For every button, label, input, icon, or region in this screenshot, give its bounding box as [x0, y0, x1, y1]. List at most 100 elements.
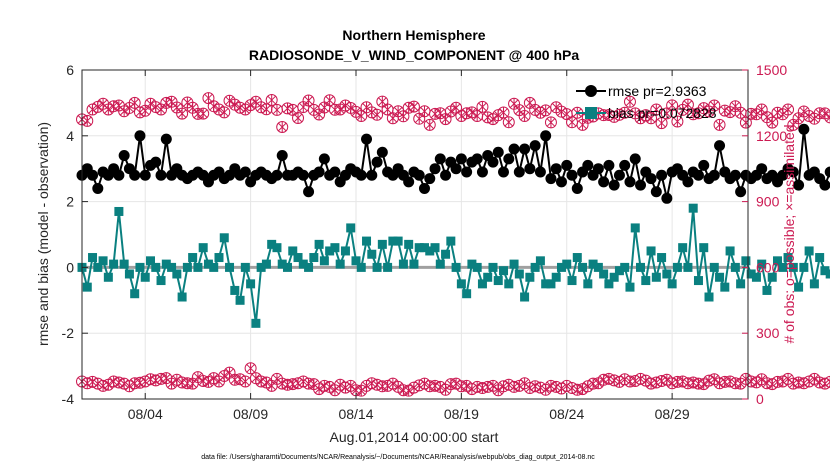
rmse-marker [793, 179, 805, 191]
bias-marker [467, 259, 477, 269]
rmse-marker [714, 140, 726, 152]
y-tick-label-right: 600 [756, 259, 780, 275]
obs-assimilated-marker [420, 105, 429, 117]
rmse-marker [735, 186, 747, 198]
bias-marker [657, 253, 667, 263]
bias-marker [525, 272, 535, 282]
bias-marker [736, 279, 746, 289]
bias-marker [298, 259, 308, 269]
rmse-marker [592, 163, 604, 175]
obs-assimilated-marker [177, 108, 187, 120]
bias-marker [351, 256, 361, 266]
rmse-marker [303, 186, 315, 198]
rmse-marker [656, 169, 668, 181]
y-tick-label-left: 0 [66, 259, 74, 275]
rmse-marker [492, 146, 504, 158]
bias-marker [762, 285, 772, 295]
obs-assimilated-marker [662, 107, 672, 119]
rmse-marker [729, 169, 741, 181]
rmse-marker [361, 133, 373, 145]
bias-marker [377, 239, 387, 249]
bias-marker [372, 262, 382, 272]
bias-marker [124, 269, 134, 279]
y-axis-label-left: rmse and bias (model - observation) [35, 122, 51, 346]
bias-marker [214, 253, 224, 263]
bias-marker [509, 259, 519, 269]
axes-box [81, 69, 749, 400]
obs-assimilated-marker [219, 106, 229, 118]
obs-assimilated-marker [541, 104, 551, 116]
legend-rmse-label: rmse pr=2.9363 [608, 83, 707, 99]
rmse-marker [413, 169, 425, 181]
bias-marker [362, 236, 372, 246]
rmse-marker [550, 163, 562, 175]
bias-marker [546, 279, 556, 289]
y-axis-label-right: # of obs: o=possible; ×=assimilated [781, 124, 797, 343]
rmse-marker [819, 179, 830, 191]
bias-marker [609, 272, 619, 282]
rmse-marker [624, 176, 636, 188]
bias-marker [499, 266, 509, 276]
bias-marker [430, 243, 440, 253]
bias-marker [462, 289, 472, 299]
x-tick-label: 08/04 [128, 406, 163, 422]
bias-marker [404, 239, 414, 249]
rmse-marker [129, 169, 141, 181]
obs-assimilated-marker [356, 110, 366, 122]
bias-marker [109, 259, 119, 269]
bias-marker [599, 269, 609, 279]
rmse-marker [418, 182, 430, 194]
bias-marker [578, 262, 588, 272]
bias-marker [446, 236, 456, 246]
rmse-marker [440, 169, 452, 181]
obs-assimilated-marker [651, 103, 661, 115]
bias-marker [741, 256, 751, 266]
rmse-marker [608, 179, 620, 191]
bias-marker [209, 262, 219, 272]
rmse-marker [87, 169, 99, 181]
obs-assimilated-marker [741, 117, 751, 129]
obs-assimilated-marker [657, 117, 666, 129]
bias-marker [309, 253, 319, 263]
y-tick-label-left: -2 [62, 325, 75, 341]
obs-assimilated-marker [82, 115, 92, 127]
bias-marker [156, 276, 166, 286]
bias-marker [251, 318, 261, 328]
rmse-marker [545, 173, 557, 185]
bias-marker [504, 279, 514, 289]
bias-marker [773, 256, 783, 266]
obs-assimilated-marker [383, 103, 392, 115]
bias-marker [614, 266, 624, 276]
rmse-marker [134, 130, 146, 142]
bias-marker [709, 262, 719, 272]
bias-marker [567, 276, 577, 286]
bias-marker [140, 272, 150, 282]
series-layer [76, 92, 830, 397]
rmse-marker [318, 153, 330, 165]
bias-marker [319, 256, 329, 266]
bias-marker [98, 256, 108, 266]
obs-assimilated-marker [683, 99, 693, 111]
rmse-marker [92, 182, 104, 194]
bias-marker [356, 262, 366, 272]
rmse-marker [450, 163, 462, 175]
rmse-marker [508, 143, 520, 155]
ticks: 08/04 08/09 08/14 08/19 08/24 08/29 -4 -2 0 2 4 6 0 3… [62, 62, 788, 422]
obs-assimilated-marker [304, 94, 313, 106]
rmse-marker [682, 176, 694, 188]
bias-marker [704, 292, 714, 302]
obs-assimilated-marker [372, 109, 382, 121]
obs-assimilated-marker [783, 103, 793, 115]
bias-marker [514, 269, 524, 279]
bias-marker [393, 236, 403, 246]
rmse-marker [645, 173, 657, 185]
bias-marker [809, 279, 819, 289]
bias-marker [240, 262, 250, 272]
rmse-marker [603, 159, 615, 171]
obs-assimilated-marker [472, 110, 482, 122]
bias-marker [667, 279, 677, 289]
obs-assimilated-marker [788, 119, 798, 131]
rmse-marker [555, 176, 567, 188]
bias-marker [456, 279, 466, 289]
y-tick-label-left: 6 [66, 62, 74, 78]
